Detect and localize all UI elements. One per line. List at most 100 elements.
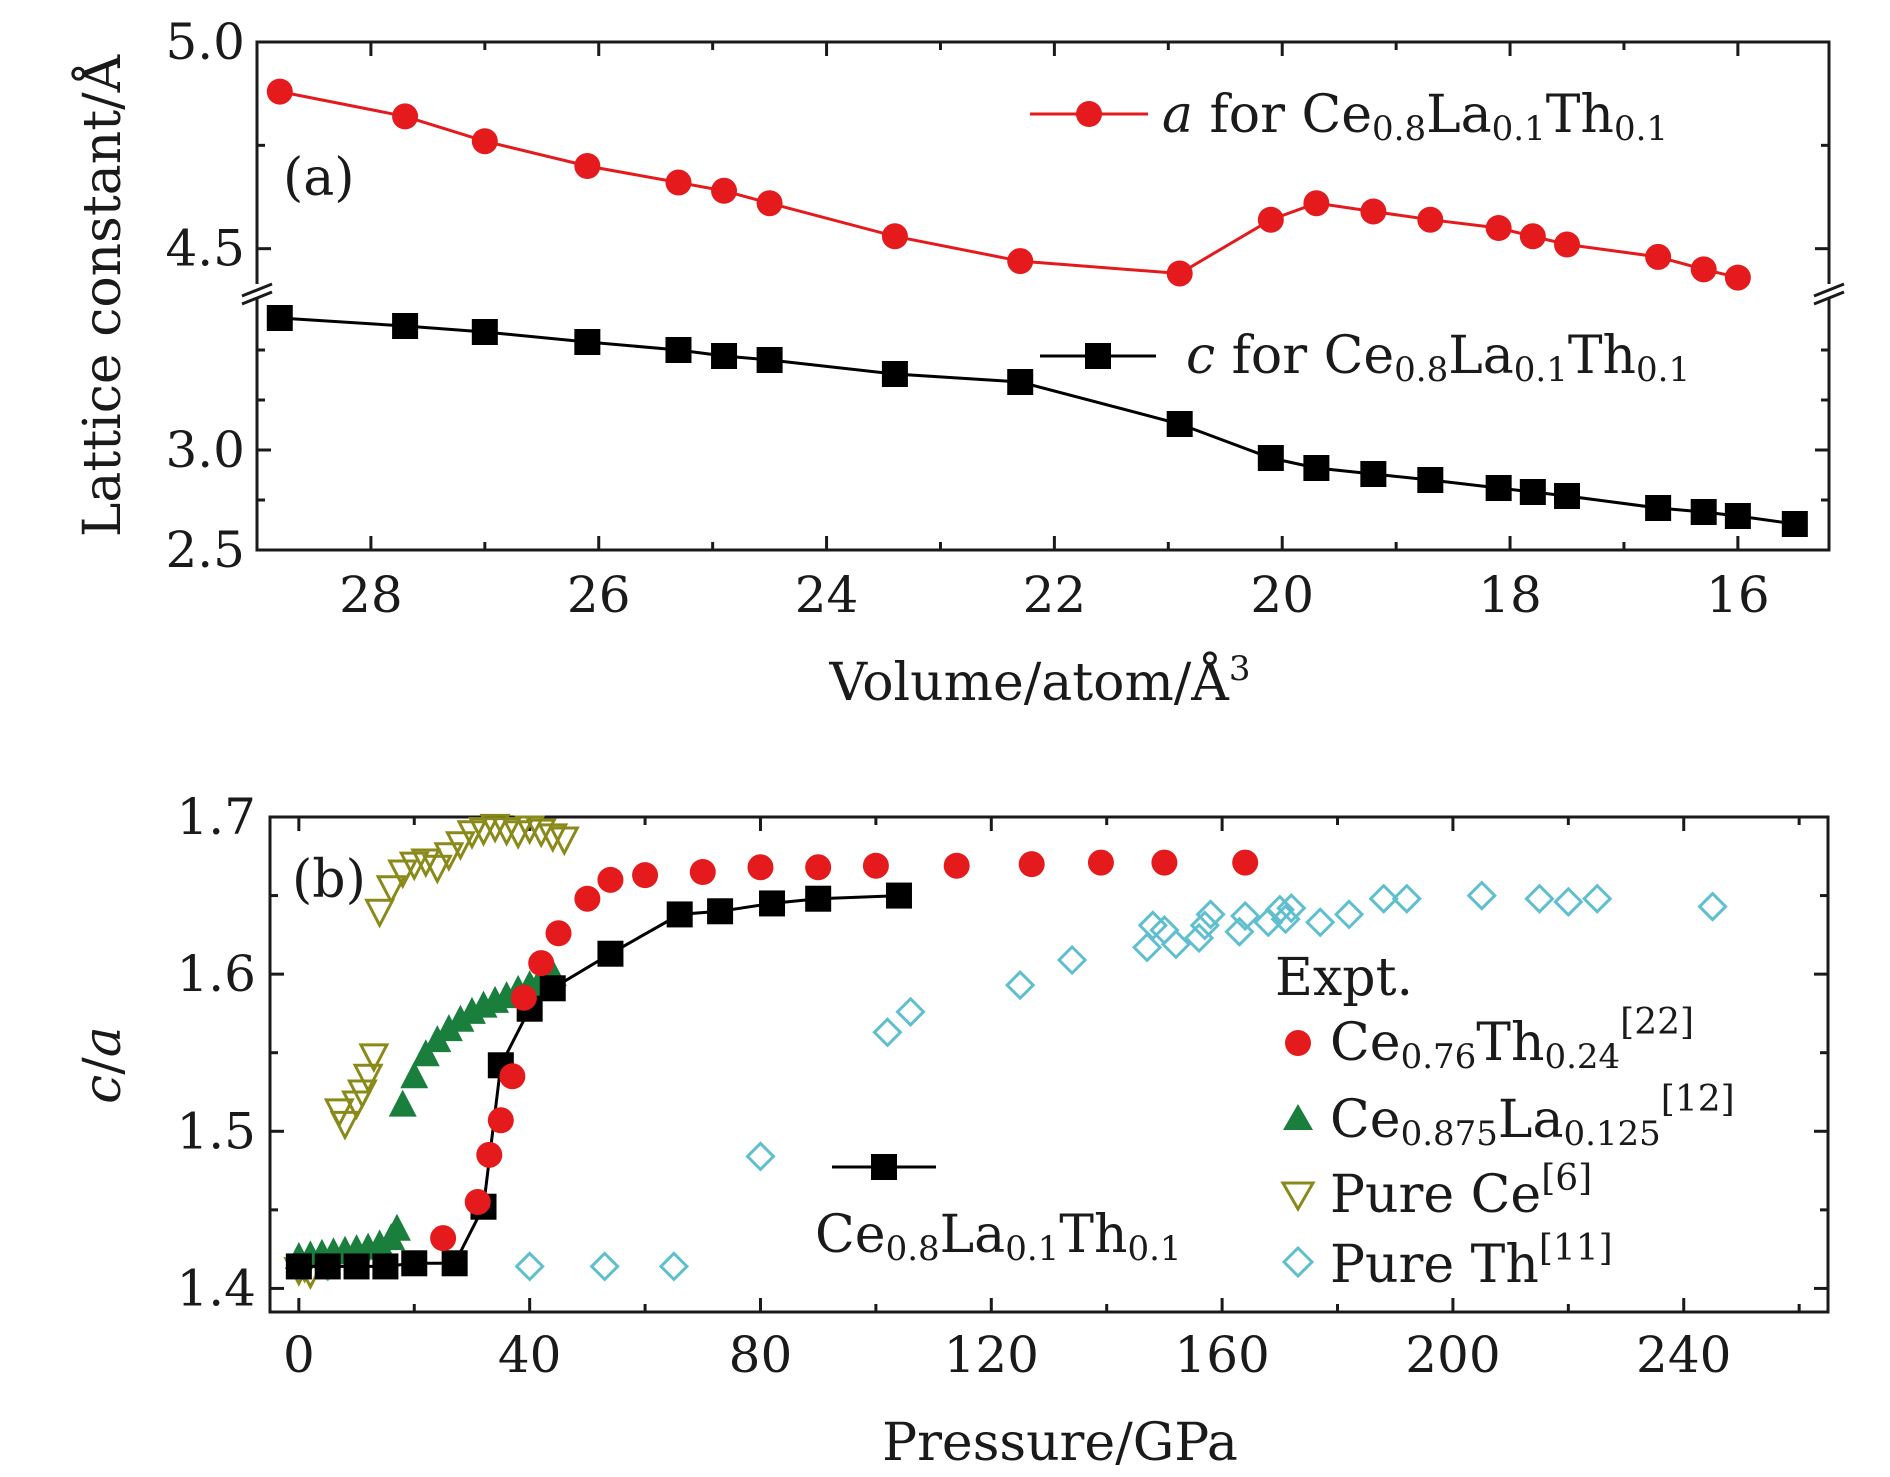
panel-b-x-ticks: 0 40 80 120 160 200 240 <box>283 817 1801 1384</box>
panel-a-label: (a) <box>283 148 355 208</box>
panel-a-data-point <box>1519 479 1546 505</box>
panel-a-y-tick-label: 4.5 <box>165 220 245 278</box>
svg-text:a for Ce0.8La0.1Th0.1: a for Ce0.8La0.1Th0.1 <box>1162 85 1668 149</box>
panel-b-data-point <box>597 866 624 893</box>
panel-a-legend: a for Ce0.8La0.1Th0.1 c for Ce0.8La0.1Th… <box>1030 85 1690 390</box>
legend-b-item-pure-ce-marker <box>1280 1181 1316 1213</box>
svg-text:c for Ce0.8La0.1Th0.1: c for Ce0.8La0.1Th0.1 <box>1186 326 1690 390</box>
panel-a-series-a <box>266 78 1751 291</box>
panel-b-data-point <box>1230 900 1261 932</box>
panel-b-data-point <box>1087 849 1114 876</box>
panel-b-data-point <box>1276 893 1307 924</box>
legend-a-series-c-text: for Ce <box>1215 326 1394 386</box>
panel-b-data-point <box>1183 922 1215 954</box>
panel-b-data-point <box>411 1039 440 1067</box>
panel-a-data-point <box>471 128 498 155</box>
panel-b-x-tick-label: 240 <box>1636 1326 1731 1384</box>
panel-b-data-point <box>759 890 786 917</box>
panel-a-data-point <box>1303 455 1330 481</box>
panel-b-data-point <box>388 1089 417 1117</box>
panel-b: (b) 0 40 80 120 160 200 240 1.4 1.5 1.6 1.7 Expt.… <box>73 788 1830 1473</box>
panel-b-data-point <box>1391 883 1422 914</box>
panel-b-data-point <box>1270 904 1301 935</box>
panel-a-data-point <box>1724 503 1751 529</box>
svg-text:Pure Ce[6]: Pure Ce[6] <box>1330 1158 1592 1225</box>
legend-b-item-ce-th: Ce0.76Th0.24[22] <box>1285 1002 1694 1077</box>
panel-b-data-point <box>410 848 442 879</box>
panel-b-data-point <box>372 1253 399 1280</box>
panel-a-data-point <box>1690 499 1717 525</box>
panel-a-data-point <box>1257 206 1284 233</box>
panel-a-data-point <box>1417 467 1444 493</box>
panel-b-data-point <box>1264 894 1295 925</box>
legend-b-item-calculated: Ce0.8La0.1Th0.1 <box>815 1154 1182 1269</box>
panel-b-data-point <box>1160 929 1192 960</box>
panel-a-x-tick-label: 22 <box>1023 566 1087 624</box>
panel-a-data-point <box>1360 461 1387 487</box>
panel-b-x-tick-label: 80 <box>729 1326 793 1384</box>
panel-b-data-point <box>1553 886 1584 917</box>
panel-a-x-ticks: 28 26 24 22 20 18 16 <box>255 42 1770 624</box>
panel-a-data-point <box>266 305 293 331</box>
panel-b-data-point <box>1697 891 1728 922</box>
panel-b-data-point <box>401 1250 428 1277</box>
panel-a-data-point <box>711 177 738 204</box>
panel-b-data-point <box>805 885 832 912</box>
panel-b-data-point <box>548 826 580 857</box>
legend-b-item-calculated-marker <box>871 1154 897 1180</box>
panel-b-data-point <box>1232 849 1259 876</box>
legend-a-series-c: c for Ce0.8La0.1Th0.1 <box>1040 326 1690 390</box>
panel-b-x-tick-label: 40 <box>498 1326 562 1384</box>
panel-b-data-point <box>1524 883 1555 914</box>
panel-a-data-point <box>881 223 908 250</box>
panel-a-data-point <box>711 343 738 369</box>
panel-b-data-point <box>352 1063 384 1094</box>
panel-b-data-point <box>510 984 537 1011</box>
panel-a-data-point <box>756 190 783 217</box>
legend-a-series-a: a for Ce0.8La0.1Th0.1 <box>1030 85 1668 149</box>
panel-b-y-tick-label: 1.7 <box>176 788 256 846</box>
panel-a-data-point <box>1007 248 1034 275</box>
panel-b-data-point <box>1305 907 1336 938</box>
panel-b-data-point <box>479 813 511 844</box>
panel-b-data-point <box>329 1110 361 1141</box>
panel-a-x-tick-label: 26 <box>567 566 631 624</box>
panel-b-x-tick-label: 200 <box>1405 1326 1500 1384</box>
panel-a-data-point <box>1554 483 1580 509</box>
panel-a-x-tick-label: 16 <box>1706 566 1770 624</box>
panel-b-x-tick-label: 0 <box>283 1326 315 1384</box>
panel-b-data-point <box>747 854 774 881</box>
panel-b-data-point <box>375 875 407 905</box>
panel-b-data-point <box>537 823 569 854</box>
panel-b-data-point <box>441 1250 468 1277</box>
panel-a-data-point <box>1724 264 1751 291</box>
panel-b-data-point <box>487 1107 514 1134</box>
panel-b-data-point <box>430 1225 457 1252</box>
panel-b-data-point <box>707 898 734 925</box>
panel-a-axis-break <box>240 282 1846 306</box>
panel-b-data-point <box>1005 970 1036 1001</box>
panel-b-data-point <box>574 885 601 912</box>
panel-b-data-point <box>943 852 970 879</box>
panel-b-data-point <box>400 1061 429 1089</box>
panel-a-y-tick-label: 2.5 <box>165 521 245 579</box>
panel-b-data-point <box>387 859 419 890</box>
svg-text:Ce0.76Th0.24[22]: Ce0.76Th0.24[22] <box>1330 1002 1694 1077</box>
panel-b-data-point <box>895 996 926 1027</box>
panel-a-y-tick-label: 5.0 <box>165 13 245 71</box>
panel-b-series <box>283 813 1728 1290</box>
panel-a-x-axis-label: Volume/atom/Å3 <box>828 649 1250 713</box>
legend-a-series-c-marker <box>1085 343 1111 369</box>
panel-b-data-point <box>1137 910 1168 941</box>
panel-b-data-point <box>421 854 453 885</box>
panel-b-data-point <box>1189 910 1220 941</box>
panel-a-data-point <box>1417 206 1444 233</box>
panel-a-data-point <box>392 313 419 339</box>
panel-b-series-calculated <box>285 882 912 1280</box>
legend-a-series-c-italic: c <box>1186 326 1215 386</box>
svg-text:Pure Th[11]: Pure Th[11] <box>1330 1228 1613 1295</box>
panel-a-data-point <box>665 337 692 363</box>
panel-a-data-point <box>756 347 783 373</box>
panel-b-data-point <box>862 852 889 879</box>
